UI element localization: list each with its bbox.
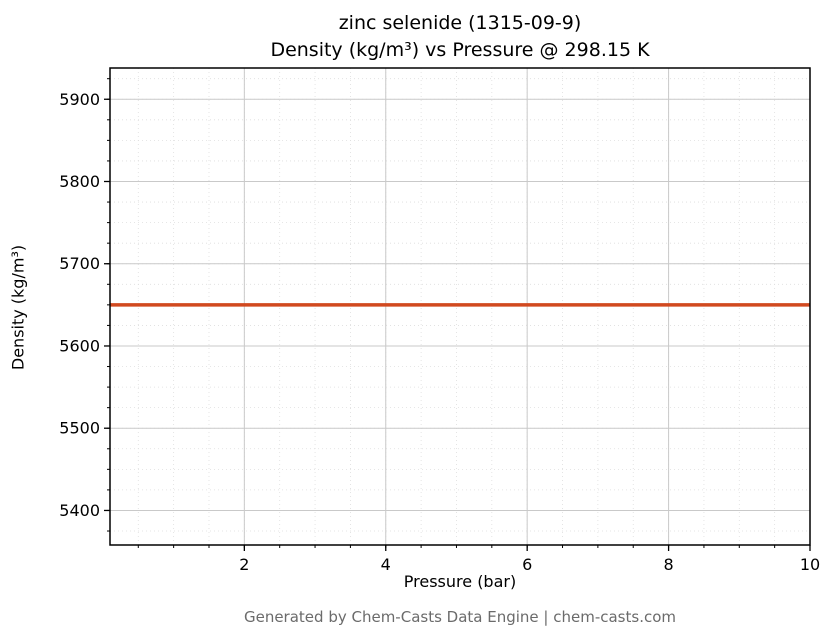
- x-tick-label: 2: [239, 555, 249, 574]
- y-tick-label: 5700: [59, 254, 100, 273]
- y-tick-label: 5400: [59, 501, 100, 520]
- y-tick-label: 5500: [59, 419, 100, 438]
- y-axis-label: Density (kg/m³): [8, 244, 28, 371]
- axes-border: [109, 67, 811, 546]
- x-tick-label: 10: [800, 555, 820, 574]
- x-axis-label: Pressure (bar): [403, 572, 517, 591]
- y-tick-label: 5900: [59, 90, 100, 109]
- x-tick-label: 8: [663, 555, 673, 574]
- x-tick-label: 6: [522, 555, 532, 574]
- y-tick-label: 5800: [59, 172, 100, 191]
- x-tick-label: 4: [381, 555, 391, 574]
- chart-title-line2: Density (kg/m³) vs Pressure @ 298.15 K: [270, 39, 650, 61]
- footer-attribution: Generated by Chem-Casts Data Engine | ch…: [243, 608, 677, 626]
- chart-title-line1: zinc selenide (1315-09-9): [338, 12, 582, 34]
- chart-title: zinc selenide (1315-09-9) Density (kg/m³…: [110, 10, 810, 64]
- y-tick-label: 5600: [59, 336, 100, 355]
